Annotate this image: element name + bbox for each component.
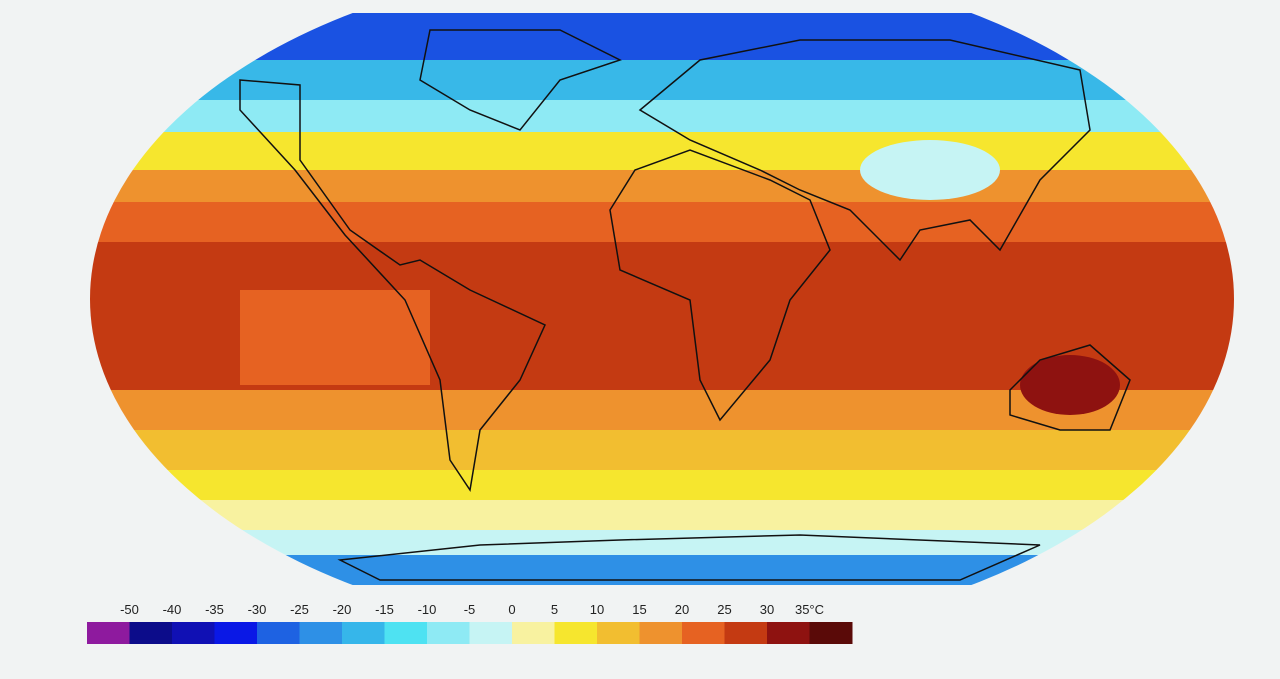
legend-swatch — [554, 622, 598, 644]
legend-label: 15 — [632, 602, 646, 617]
legend-swatch — [87, 622, 130, 644]
temperature-map — [90, 13, 1234, 585]
legend-label: -40 — [163, 602, 182, 617]
legend-label: -20 — [333, 602, 352, 617]
legend-label: -25 — [290, 602, 309, 617]
legend-label: 20 — [675, 602, 689, 617]
legend-swatch — [809, 622, 853, 644]
legend-swatch — [172, 622, 215, 644]
legend-swatch — [767, 622, 810, 644]
legend-label: -30 — [248, 602, 267, 617]
legend-swatch — [639, 622, 683, 644]
legend-label: 30 — [760, 602, 774, 617]
legend-label: 0 — [508, 602, 515, 617]
legend-label: -15 — [375, 602, 394, 617]
legend-label: -50 — [120, 602, 139, 617]
legend-swatch — [597, 622, 640, 644]
legend-swatch — [469, 622, 513, 644]
legend-label: -5 — [464, 602, 476, 617]
legend-swatch — [427, 622, 470, 644]
legend-swatch — [724, 622, 768, 644]
legend-swatch — [257, 622, 300, 644]
legend-swatch — [384, 622, 428, 644]
legend-swatch — [342, 622, 385, 644]
legend-swatch — [299, 622, 343, 644]
legend-swatch — [512, 622, 555, 644]
legend-label: 35°C — [795, 602, 824, 617]
legend-label: 25 — [717, 602, 731, 617]
legend-label: 10 — [590, 602, 604, 617]
legend-swatch — [682, 622, 725, 644]
legend-label: 5 — [551, 602, 558, 617]
legend-label: -10 — [418, 602, 437, 617]
legend-label: -35 — [205, 602, 224, 617]
color-legend: -50 -40 -35 -30 -25 -20 -15 -10 -5 0 5 10 15 20 25 30 35… — [87, 602, 853, 644]
legend-swatch — [214, 622, 258, 644]
legend-swatch — [129, 622, 173, 644]
